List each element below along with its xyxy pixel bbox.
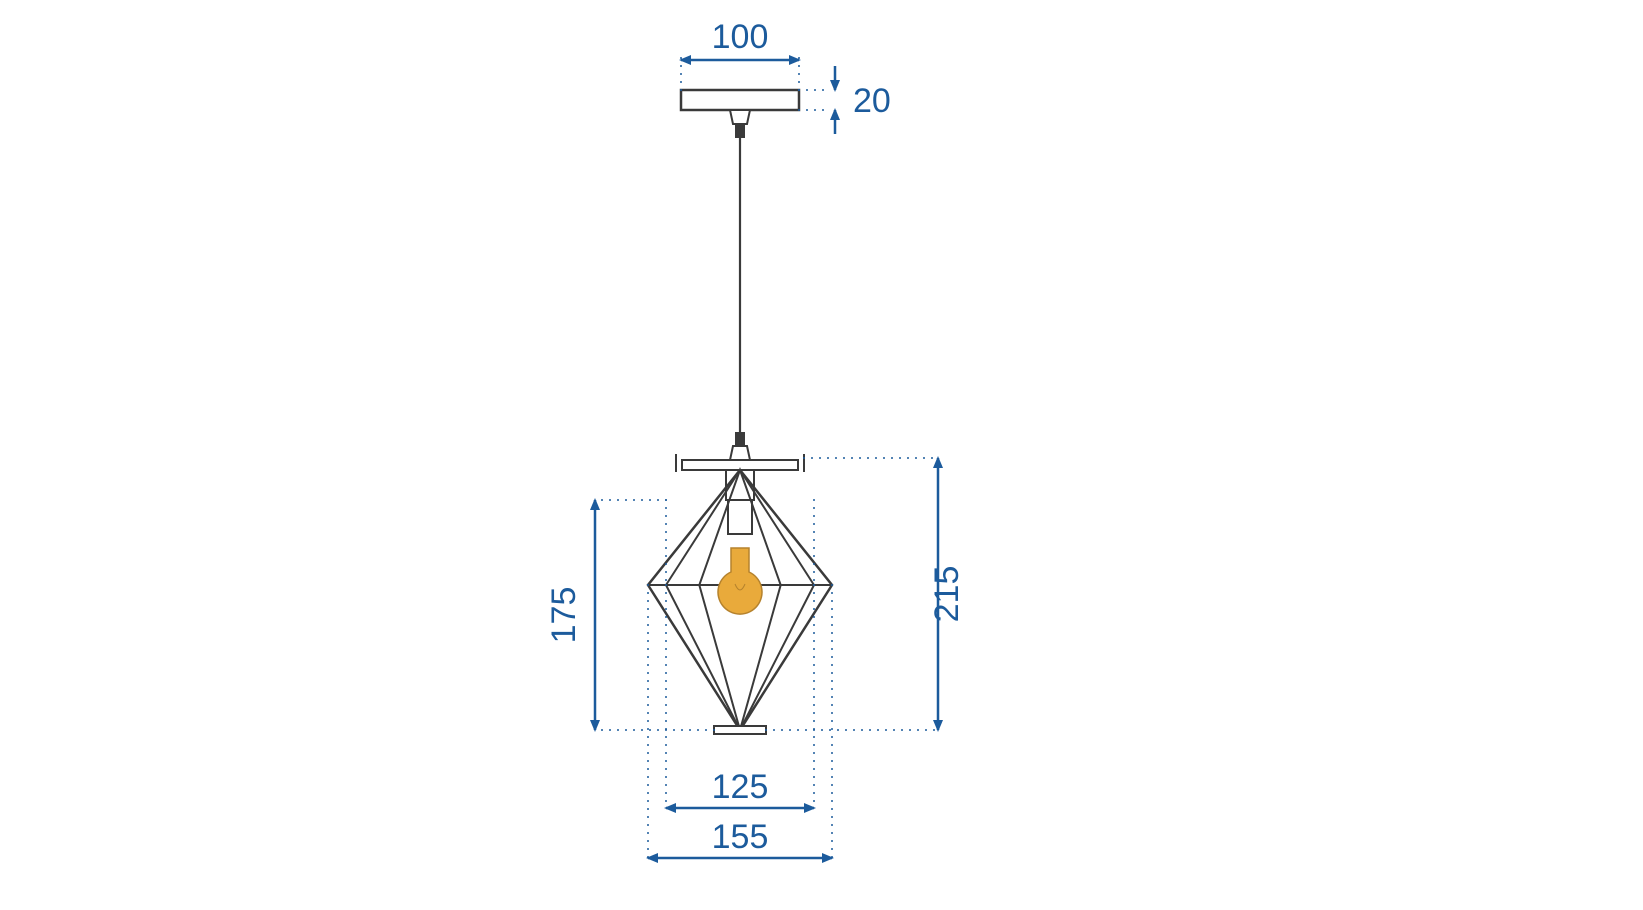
dimension-label: 155: [712, 818, 769, 856]
dimension-label: 215: [928, 566, 966, 623]
dimension-label: 20: [853, 82, 891, 120]
dimension-label: 175: [545, 587, 583, 644]
dimension-label: 125: [712, 768, 769, 806]
canopy: [681, 90, 799, 110]
technical-drawing: 100 20 175 215 125 155: [0, 0, 1643, 910]
dimension-label: 100: [712, 18, 769, 56]
bulb: [718, 548, 762, 614]
